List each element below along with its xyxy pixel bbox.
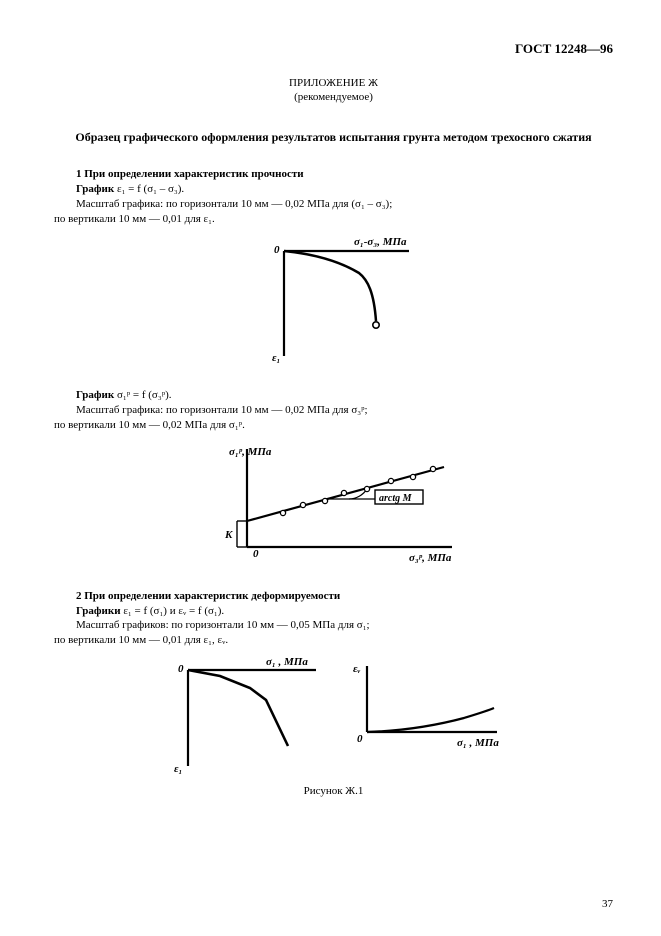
chart3-wrap: 0 σ₁ , МПа ε₁ 0 σ₁ , МПа εᵥ Рисунок Ж.1 (54, 654, 613, 799)
chart1-svg: 0 σ₁-σ₃, МПа ε₁ (244, 233, 424, 368)
figure-caption: Рисунок Ж.1 (54, 784, 613, 799)
chart1-ylabel: ε₁ (272, 352, 280, 364)
chart3a-ylabel: ε₁ (174, 763, 182, 775)
main-title: Образец графического оформления результа… (54, 129, 613, 145)
chart2-ylabel: σ₁ᵖ, МПа (229, 446, 272, 458)
chart2-xlabel: σ₃ᵖ, МПа (409, 552, 452, 564)
section1-scale1b: по вертикали 10 мм — 0,01 для ε₁. (54, 212, 613, 227)
graphs-formula: ε₁ = f (σ₁) и εᵥ = f (σ₁). (123, 605, 224, 617)
section1-heading: 1 При определении характеристик прочност… (54, 167, 613, 182)
chart1-wrap: 0 σ₁-σ₃, МПа ε₁ (54, 233, 613, 372)
graph-label-2: График (76, 389, 114, 401)
chart2-origin: 0 (253, 548, 259, 560)
graph-formula-1: ε₁ = f (σ₁ – σ₃). (117, 183, 184, 195)
section2-scale1b: по вертикали 10 мм — 0,01 для ε₁, εᵥ. (54, 633, 613, 648)
graphs-label: Графики (76, 605, 121, 617)
chart3a-svg: 0 σ₁ , МПа ε₁ (158, 654, 328, 776)
chart2-intercept-label: K (224, 529, 233, 541)
section1-graph1-line: График ε₁ = f (σ₁ – σ₃). (54, 182, 613, 197)
section1-scale2a: Масштаб графика: по горизонтали 10 мм — … (54, 403, 613, 418)
section1-graph2-line: График σ₁ᵖ = f (σ₃ᵖ). (54, 388, 613, 403)
section1-scale2b: по вертикали 10 мм — 0,02 МПа для σ₁ᵖ. (54, 418, 613, 433)
page-number: 37 (602, 897, 613, 912)
graph-label-1: График (76, 183, 114, 195)
chart1-origin: 0 (274, 244, 280, 256)
chart3b-svg: 0 σ₁ , МПа εᵥ (339, 654, 509, 776)
appendix-label: ПРИЛОЖЕНИЕ Ж (54, 76, 613, 91)
section2-scale1a: Масштаб графиков: по горизонтали 10 мм —… (54, 618, 613, 633)
appendix-note: (рекомендуемое) (54, 90, 613, 105)
section2-graphs-line: Графики ε₁ = f (σ₁) и εᵥ = f (σ₁). (54, 604, 613, 619)
chart3b-ylabel: εᵥ (353, 663, 361, 675)
chart3b-origin: 0 (357, 733, 363, 745)
chart2-svg: arctg M K 0 σ₃ᵖ, МПа σ₁ᵖ, МПа (199, 439, 469, 569)
chart1-xlabel: σ₁-σ₃, МПа (354, 236, 407, 248)
section2-heading: 2 При определении характеристик деформир… (54, 589, 613, 604)
chart3a-xlabel: σ₁ , МПа (266, 656, 308, 668)
chart2-wrap: arctg M K 0 σ₃ᵖ, МПа σ₁ᵖ, МПа (54, 439, 613, 573)
graph-formula-2: σ₁ᵖ = f (σ₃ᵖ). (117, 389, 172, 401)
chart3a-origin: 0 (178, 663, 184, 675)
section1-scale1a: Масштаб графика: по горизонтали 10 мм — … (54, 197, 613, 212)
chart3b-xlabel: σ₁ , МПа (457, 737, 499, 749)
chart2-angle-label: arctg M (379, 493, 413, 504)
standard-code: ГОСТ 12248—96 (54, 40, 613, 58)
